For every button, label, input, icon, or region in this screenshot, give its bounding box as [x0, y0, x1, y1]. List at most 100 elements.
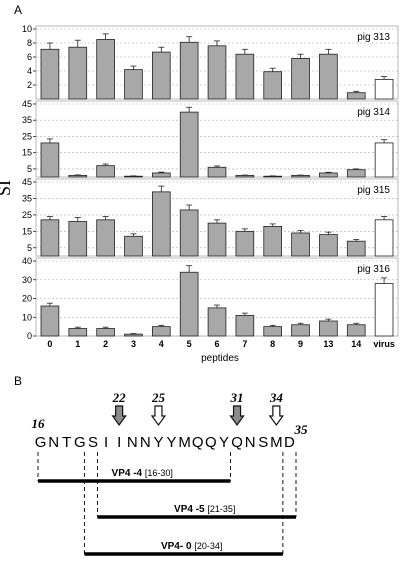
bar: [319, 172, 338, 178]
sequence-residue: T: [62, 434, 71, 451]
bar: [263, 71, 283, 100]
x-tick-label: 0: [47, 339, 52, 349]
x-tick-label: 9: [298, 339, 303, 349]
sequence-residue: S: [258, 434, 268, 451]
sequence-residue: D: [284, 434, 295, 451]
bar: [235, 314, 255, 337]
panel-b-letter: B: [14, 374, 22, 388]
sequence-residue: Q: [231, 434, 243, 451]
panel-title: pig 313: [357, 32, 390, 43]
bar: [346, 92, 366, 100]
bar: [346, 169, 366, 178]
bar: [179, 41, 199, 100]
bar: [179, 209, 199, 257]
x-tick-label: virus: [373, 339, 395, 349]
x-tick-label: 5: [187, 339, 192, 349]
sequence-residue: M: [270, 434, 283, 451]
sequence-residue: Y: [167, 434, 177, 451]
bar: [179, 111, 199, 178]
bar: [124, 69, 143, 100]
bar: [207, 45, 227, 100]
sequence-residue: G: [35, 434, 47, 451]
bar: [235, 230, 255, 257]
sequence-residue: Q: [205, 434, 217, 451]
bar: [346, 240, 366, 257]
y-tick-label: 4: [27, 66, 32, 76]
filled-arrow-marker: [111, 405, 127, 427]
bar: [291, 324, 310, 337]
bar: [151, 51, 171, 100]
bar: [40, 305, 60, 337]
marker-label: 25: [151, 390, 166, 405]
bar: [124, 333, 143, 337]
bar-panel: 5 15 25 35 45 pig 314: [22, 99, 399, 178]
y-tick-label: 25: [22, 210, 32, 220]
panel-title: pig 314: [357, 107, 390, 118]
y-tick-label: 35: [22, 193, 32, 203]
filled-arrow-marker: [229, 405, 245, 427]
sequence-residue: N: [140, 434, 151, 451]
y-tick-label: 45: [22, 177, 32, 187]
y-tick-label: 45: [22, 99, 32, 109]
bar: [207, 307, 227, 337]
sequence-residue: N: [245, 434, 256, 451]
y-tick-label: 10: [22, 312, 32, 322]
bar: [207, 222, 227, 257]
sequence-residue: I: [104, 434, 108, 451]
marker-label: 34: [269, 390, 284, 405]
bar: [235, 174, 255, 178]
bar-panel: 0 10 20 30 40 pig 316: [22, 256, 399, 341]
y-tick-label: 8: [27, 38, 32, 48]
bar: [68, 221, 88, 257]
bar: [374, 142, 394, 178]
bar-panels: 2 4 6 8 10 pig 313 5 15 25 35 45 pig 314 5 15 25 35 45 pi…: [22, 24, 399, 341]
y-tick-label: 40: [22, 256, 32, 266]
bar: [151, 172, 171, 178]
bar: [96, 328, 115, 337]
marker-label: 31: [230, 390, 244, 405]
x-tick-label: 13: [323, 339, 333, 349]
bar: [68, 328, 88, 337]
y-tick-label: 35: [22, 115, 32, 125]
bar: [96, 39, 115, 100]
x-tick-labels: 0 1 2 3 4 5 6 7 8 9 13 14 virus: [47, 339, 394, 349]
x-tick-label: 2: [103, 339, 108, 349]
panel-a-letter: A: [14, 3, 22, 17]
bar: [291, 174, 310, 178]
bar: [263, 326, 283, 337]
bar: [124, 175, 143, 178]
sequence-residue: N: [48, 434, 59, 451]
bar: [291, 232, 310, 257]
bar: [235, 53, 255, 100]
x-tick-label: 7: [242, 339, 247, 349]
peptide-label: VP4 -5 [21-35]: [174, 504, 235, 515]
y-tick-label: 15: [22, 226, 32, 236]
y-axis-label: SI: [0, 180, 14, 196]
y-tick-label: 6: [27, 52, 32, 62]
y-tick-label: 2: [27, 80, 32, 90]
x-tick-label: 4: [159, 339, 164, 349]
bar: [319, 234, 338, 257]
sequence-residue: Q: [192, 434, 204, 451]
sequence-residue: Y: [153, 434, 163, 451]
bar-panel: 2 4 6 8 10 pig 313: [22, 24, 399, 100]
bar: [96, 165, 115, 178]
sequence-residue: I: [117, 434, 121, 451]
y-tick-label: 15: [22, 148, 32, 158]
bar: [374, 79, 394, 100]
y-tick-label: 0: [27, 331, 32, 341]
sequence-residue: G: [74, 434, 86, 451]
bar: [319, 320, 338, 337]
y-tick-label: 10: [22, 24, 32, 34]
peptide-label: VP4 -4 [16-30]: [112, 468, 173, 479]
bar: [263, 225, 283, 257]
bar: [124, 235, 143, 257]
x-tick-label: 8: [270, 339, 275, 349]
bar: [151, 326, 171, 337]
open-arrow-marker: [268, 405, 285, 427]
bar: [40, 219, 60, 257]
bar: [96, 219, 115, 257]
sequence-residue: S: [88, 434, 98, 451]
